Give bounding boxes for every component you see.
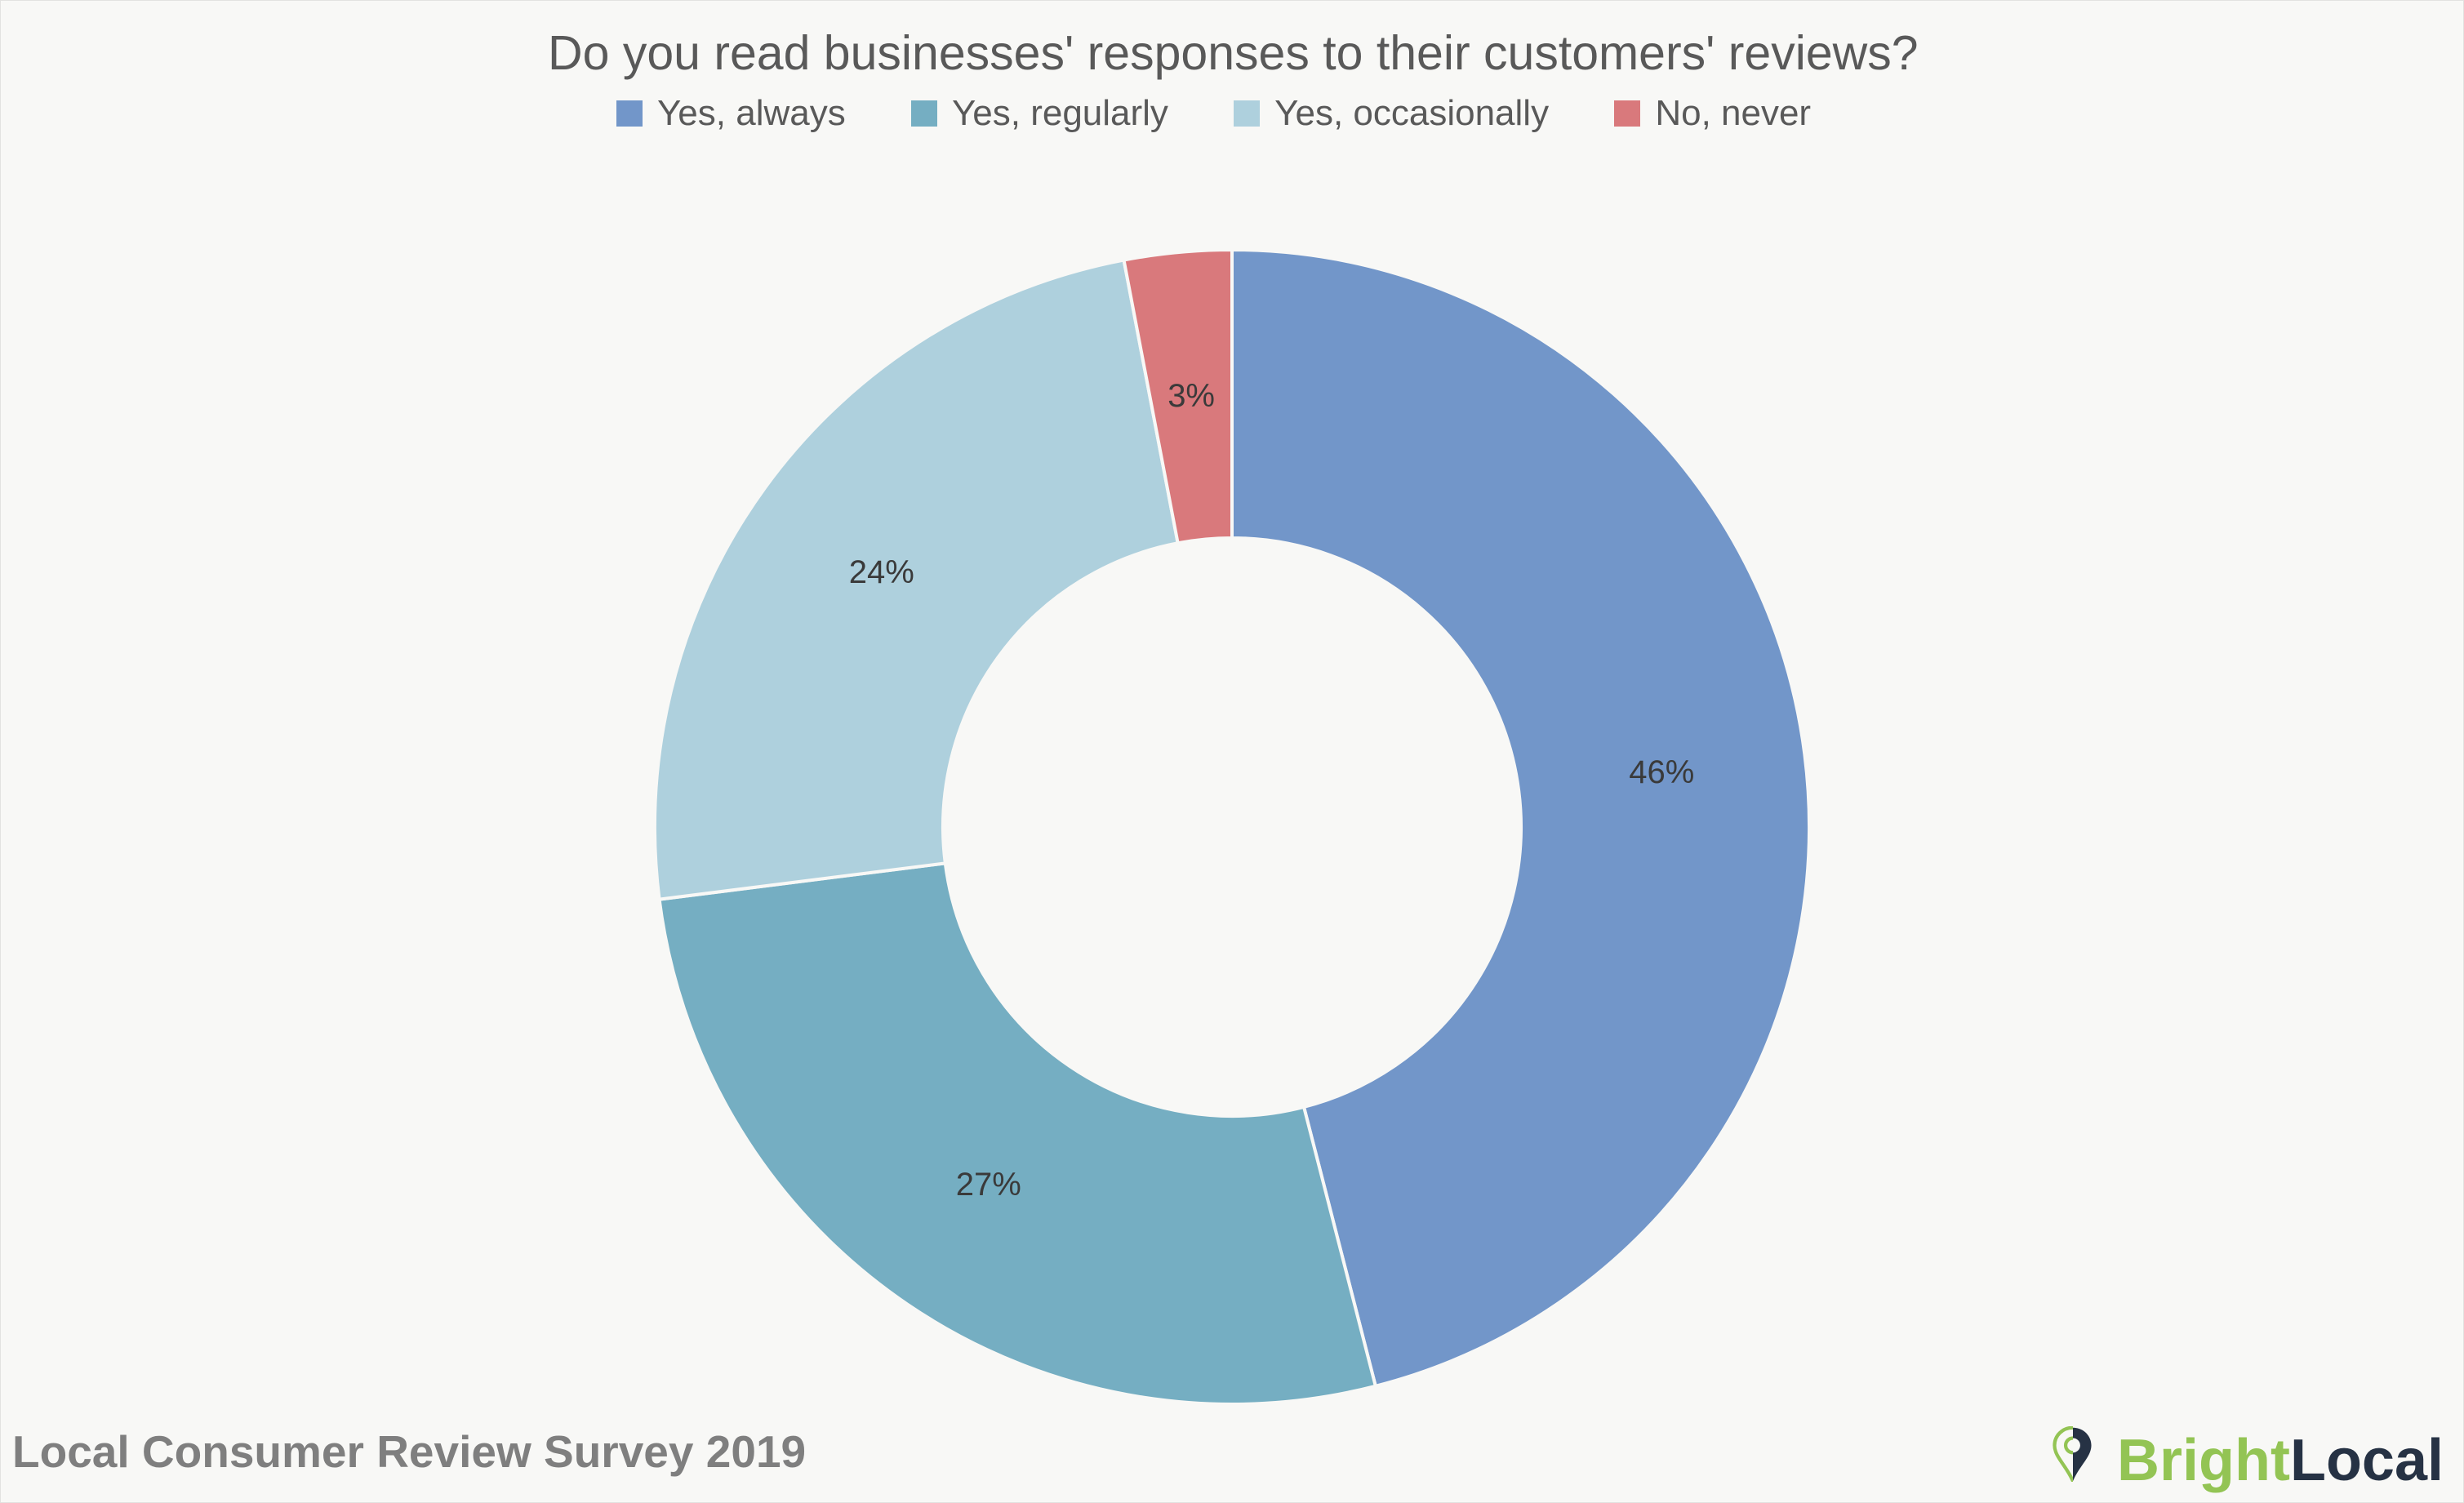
svg-text:24%: 24% <box>849 554 914 590</box>
svg-text:46%: 46% <box>1629 754 1694 790</box>
svg-text:27%: 27% <box>956 1167 1021 1203</box>
svg-text:3%: 3% <box>1168 378 1215 414</box>
